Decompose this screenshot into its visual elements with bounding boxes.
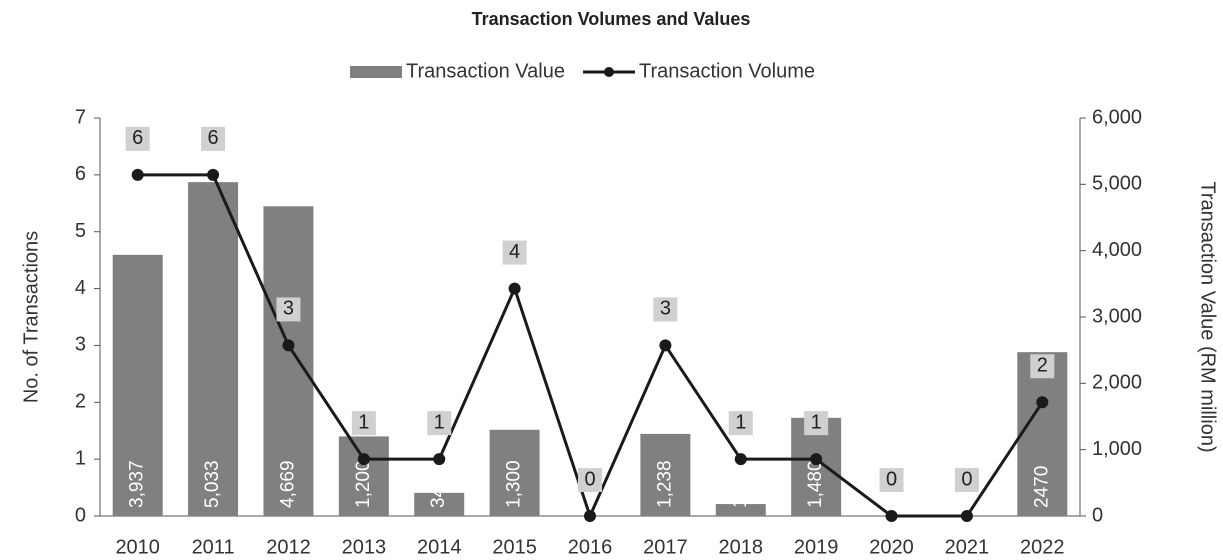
line-point [659,339,672,352]
legend-label: Transaction Value [406,60,565,82]
x-tick-label: 2022 [1020,536,1065,558]
bar [414,492,465,516]
x-tick-label: 2016 [568,536,613,558]
x-tick-label: 2018 [719,536,764,558]
x-tick-label: 2019 [794,536,839,558]
x-tick-label: 2015 [492,536,537,558]
y-tick-label: 4 [75,277,86,299]
y-tick-label: 7 [75,106,86,128]
x-tick-label: 2021 [945,536,990,558]
x-tick-label: 2017 [643,536,688,558]
point-label: 0 [886,468,897,490]
point-label: 4 [509,241,520,263]
line-point [734,453,747,466]
bar [715,504,766,516]
point-label: 3 [660,298,671,320]
x-tick-label: 2012 [266,536,311,558]
x-tick-label: 2011 [192,536,235,558]
x-tick-label: 2010 [115,536,160,558]
point-label-box [276,297,301,322]
bar-value-label: 1,200 [353,460,374,508]
line-point [207,168,220,181]
y-tick-label: 2 [75,391,86,413]
point-label-box [653,297,678,322]
chart-title: Transaction Volumes and Values [472,9,751,29]
legend-label: Transaction Volume [639,60,815,82]
point-label: 0 [584,468,595,490]
point-label: 3 [283,298,294,320]
point-label: 0 [961,468,972,490]
point-label-box [427,411,452,436]
x-tick-label: 2020 [869,536,914,558]
point-label-box [804,411,829,436]
y2-tick-label: 5,000 [1092,173,1142,195]
bar-value-label: 5,033 [202,460,223,508]
bar [188,182,239,516]
y2-axis-label: Transaction Value (RM million) [1197,181,1219,452]
line-point [885,510,898,522]
y2-tick-label: 0 [1092,504,1103,526]
y-axis-label: No. of Transactions [20,231,42,403]
line-point [584,510,596,522]
legend-swatch [350,66,402,78]
x-tick-label: 2014 [417,536,462,558]
bar-value-label: 3,937 [127,460,148,508]
x-tick-label: 2013 [342,536,387,558]
line-point [1036,396,1049,409]
point-label: 6 [208,127,219,149]
legend-swatch-dot [603,67,614,77]
y2-tick-label: 4,000 [1092,239,1142,261]
point-label-box [728,411,753,436]
point-label-box [351,411,376,436]
point-label-box [578,468,602,492]
point-label: 1 [434,411,445,433]
point-label-box [879,468,904,492]
point-label-box [954,468,979,492]
line-point [960,510,973,522]
bar-value-label: 180 [730,476,751,508]
point-label-box [502,240,527,265]
point-label: 1 [735,411,746,433]
bar [489,429,540,516]
y2-tick-label: 1,000 [1092,438,1142,460]
y2-tick-label: 6,000 [1092,106,1142,128]
bar-value-label: 4,669 [277,460,298,508]
bar-value-label: 349 [428,476,449,508]
y-tick-label: 3 [75,334,86,356]
point-label: 2 [1037,355,1048,377]
point-label-box [1030,354,1055,379]
y-tick-label: 0 [75,504,86,526]
y2-tick-label: 2,000 [1092,372,1142,394]
bar-value-label: 1,480 [805,460,826,508]
point-label: 1 [358,411,369,433]
line-point [357,453,370,466]
bar-value-label: 1,238 [654,460,675,508]
y2-tick-label: 3,000 [1092,305,1142,327]
point-label-box [201,126,226,151]
bar [112,254,163,516]
y-tick-label: 1 [75,447,86,469]
line-point [810,453,823,466]
bar-value-label: 2470 [1031,466,1052,508]
y-tick-label: 5 [75,220,86,242]
line-point [433,453,446,466]
line-point [282,339,295,352]
bar [640,433,691,516]
line-point [508,282,521,295]
bar [338,436,389,516]
bar [263,206,314,516]
point-label-box [125,126,150,151]
point-label: 6 [132,127,143,149]
line-point [131,168,144,181]
bar [1017,352,1068,516]
bar-value-label: 1,300 [504,460,525,508]
y-tick-label: 6 [75,163,86,185]
point-label: 1 [811,411,822,433]
